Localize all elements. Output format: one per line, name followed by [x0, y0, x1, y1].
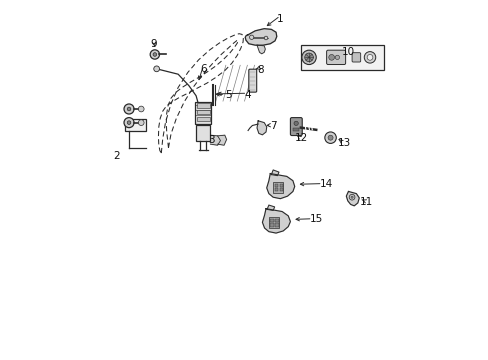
Circle shape	[124, 104, 134, 114]
Bar	[279, 188, 283, 192]
FancyBboxPatch shape	[196, 126, 210, 140]
Circle shape	[153, 53, 156, 56]
Polygon shape	[346, 192, 359, 206]
Bar	[125, 119, 146, 131]
Circle shape	[324, 132, 336, 143]
Circle shape	[150, 50, 159, 59]
Circle shape	[304, 53, 313, 62]
Circle shape	[264, 36, 267, 40]
Circle shape	[293, 121, 298, 126]
Circle shape	[301, 50, 316, 64]
Bar	[275, 223, 278, 226]
Text: 11: 11	[359, 197, 372, 207]
Circle shape	[249, 35, 253, 40]
Bar	[196, 117, 209, 121]
Text: 1: 1	[277, 14, 283, 24]
Bar	[275, 219, 278, 222]
Bar	[274, 184, 278, 187]
Text: 4: 4	[244, 90, 250, 100]
Text: 12: 12	[294, 133, 307, 143]
Polygon shape	[266, 205, 274, 211]
Text: 6: 6	[200, 64, 206, 74]
Polygon shape	[217, 135, 226, 145]
FancyBboxPatch shape	[326, 50, 345, 64]
Polygon shape	[210, 135, 220, 145]
Circle shape	[127, 107, 131, 111]
Circle shape	[153, 66, 159, 72]
Bar	[270, 219, 273, 222]
Text: 10: 10	[341, 46, 354, 57]
Circle shape	[328, 54, 334, 60]
Circle shape	[327, 135, 332, 140]
Bar	[274, 188, 278, 192]
Circle shape	[364, 51, 375, 63]
Bar	[196, 110, 209, 114]
FancyBboxPatch shape	[248, 69, 256, 92]
Text: 3: 3	[208, 135, 214, 145]
Bar	[268, 217, 278, 228]
Text: 13: 13	[337, 139, 350, 148]
Circle shape	[138, 120, 144, 126]
Text: 14: 14	[319, 179, 332, 189]
FancyBboxPatch shape	[351, 53, 360, 62]
Circle shape	[348, 194, 354, 200]
Bar	[270, 223, 273, 226]
Polygon shape	[262, 209, 290, 233]
Circle shape	[138, 106, 144, 112]
Circle shape	[127, 121, 131, 125]
Polygon shape	[266, 174, 294, 199]
Text: 15: 15	[309, 215, 322, 224]
Bar	[301, 45, 383, 69]
Polygon shape	[257, 45, 265, 54]
Circle shape	[366, 54, 372, 60]
Circle shape	[350, 196, 352, 198]
Text: 5: 5	[224, 90, 231, 100]
Text: 2: 2	[113, 150, 119, 161]
Polygon shape	[257, 121, 266, 135]
Text: 7: 7	[269, 121, 276, 131]
Polygon shape	[244, 29, 276, 45]
FancyBboxPatch shape	[195, 102, 211, 124]
Circle shape	[124, 118, 134, 128]
Text: 8: 8	[257, 64, 264, 75]
Polygon shape	[271, 170, 278, 176]
FancyBboxPatch shape	[290, 118, 302, 135]
Bar	[196, 103, 209, 108]
Text: 9: 9	[150, 40, 157, 49]
Bar	[279, 184, 283, 187]
Bar	[293, 128, 298, 131]
Circle shape	[335, 55, 339, 59]
Bar	[273, 182, 283, 193]
